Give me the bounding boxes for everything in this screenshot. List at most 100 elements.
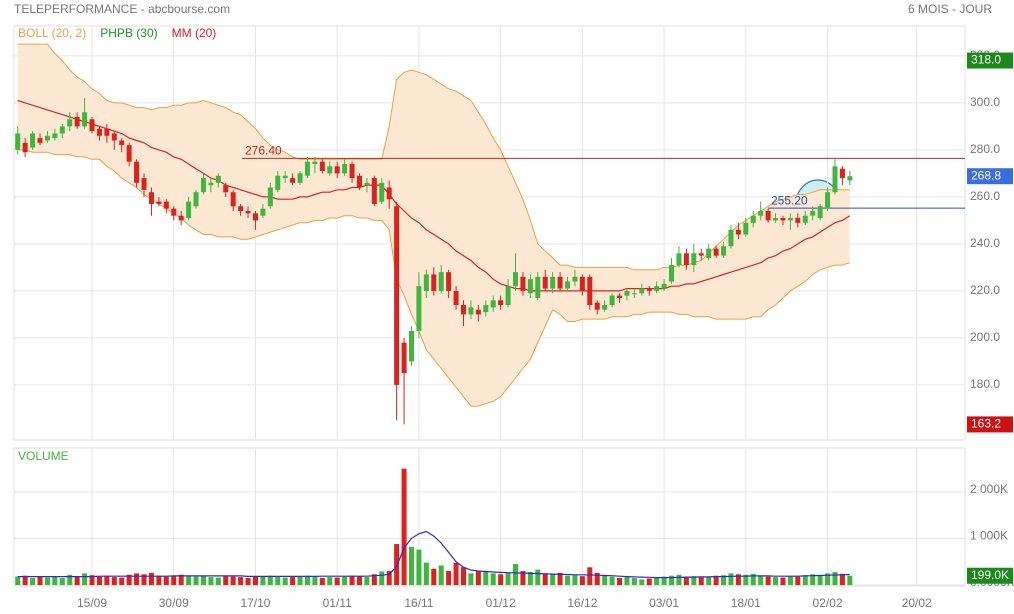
level-label: 255.20 — [771, 193, 808, 207]
candle-body — [208, 182, 214, 186]
candle-body — [839, 168, 845, 179]
candle-body — [609, 295, 615, 306]
candle-body — [535, 276, 541, 298]
candle-body — [386, 187, 392, 200]
moving-average — [17, 99, 851, 292]
volume-bar — [394, 544, 400, 585]
volume-bar — [832, 571, 838, 585]
candle-body — [401, 342, 407, 374]
candle-body — [579, 276, 585, 291]
candle-body — [408, 330, 414, 362]
y-tick-label: 300.0 — [970, 95, 1000, 109]
candle-body — [260, 208, 266, 216]
candle-body — [230, 192, 236, 207]
y-tick-label: 280.0 — [970, 142, 1000, 156]
volume-bar — [758, 575, 764, 585]
candle-body — [394, 206, 400, 385]
candle-body — [490, 300, 496, 308]
candle-body — [639, 288, 645, 294]
volume-bar — [839, 573, 845, 585]
volume-bar — [15, 576, 21, 585]
candle-body — [765, 210, 771, 221]
candle-body — [134, 161, 140, 183]
candle-body — [126, 145, 132, 162]
candle-body — [37, 138, 43, 143]
volume-bar — [67, 574, 73, 585]
candle-body — [787, 218, 793, 221]
volume-panel — [13, 447, 966, 587]
volume-bar — [721, 575, 727, 585]
candle-body — [706, 248, 712, 259]
candle-body — [735, 229, 741, 235]
volume-bar — [535, 569, 541, 585]
volume-bar — [810, 574, 816, 585]
volume-bar — [215, 577, 221, 585]
candle-body — [163, 201, 169, 209]
volume-bar — [773, 577, 779, 585]
volume-bar — [290, 577, 296, 585]
volume-bar — [82, 573, 88, 585]
candle-body — [654, 286, 660, 291]
volume-bar — [319, 578, 325, 585]
candle-body — [683, 253, 689, 266]
volume-bar — [163, 576, 169, 585]
volume-bar — [698, 577, 704, 585]
volume-bar — [30, 578, 36, 585]
volume-bar — [223, 575, 229, 585]
price-panel — [13, 25, 966, 441]
volume-bar — [483, 571, 489, 585]
price-label: 268.8 — [971, 168, 1001, 182]
price-label: 163.2 — [971, 417, 1001, 431]
x-tick-label: 16/11 — [404, 596, 433, 610]
volume-bar — [74, 576, 80, 585]
volume-bar — [186, 575, 192, 585]
volume-bar — [706, 576, 712, 585]
candle-body — [817, 206, 823, 219]
volume-bar — [52, 576, 58, 585]
volume-bar — [661, 576, 667, 585]
volume-bar — [200, 576, 206, 585]
candle-body — [245, 210, 251, 214]
y-tick-label: 2 000K — [970, 482, 1008, 496]
candle-body — [453, 290, 459, 306]
candle-body — [371, 178, 377, 204]
candle-body — [646, 288, 652, 291]
candle-body — [141, 178, 147, 190]
candle-body — [275, 175, 281, 190]
volume-bar — [386, 571, 392, 585]
y-tick-label: 220.0 — [970, 283, 1000, 297]
volume-bar — [282, 577, 288, 585]
x-tick-label: 30/09 — [159, 596, 189, 610]
price-label: 318.0 — [971, 53, 1001, 67]
volume-bar — [371, 574, 377, 585]
volume-bar — [847, 575, 853, 585]
candle-body — [178, 215, 184, 221]
volume-bar — [178, 574, 184, 585]
candle-body — [460, 305, 466, 315]
candle-body — [30, 133, 36, 148]
x-tick-label: 20/02 — [902, 596, 932, 610]
candle-body — [349, 163, 355, 179]
candle-body — [743, 222, 749, 235]
candle-body — [252, 213, 258, 221]
volume-bar — [408, 546, 414, 585]
volume-bar — [193, 576, 199, 585]
volume-bar — [238, 577, 244, 585]
volume-bar — [446, 571, 452, 585]
candle-body — [119, 140, 125, 146]
volume-bar — [423, 562, 429, 585]
volume-average — [17, 530, 850, 579]
candle-body — [572, 276, 578, 282]
volume-bar — [364, 577, 370, 585]
volume-label: 199.0K — [971, 568, 1009, 582]
volume-bar — [550, 573, 556, 585]
candle-body — [223, 185, 229, 193]
candle-body — [431, 274, 437, 291]
volume-bar — [22, 575, 28, 585]
volume-bar — [631, 578, 637, 585]
candle-body — [624, 290, 630, 296]
volume-bar — [527, 571, 533, 585]
volume-bar — [468, 573, 474, 585]
volume-bar — [126, 574, 132, 585]
